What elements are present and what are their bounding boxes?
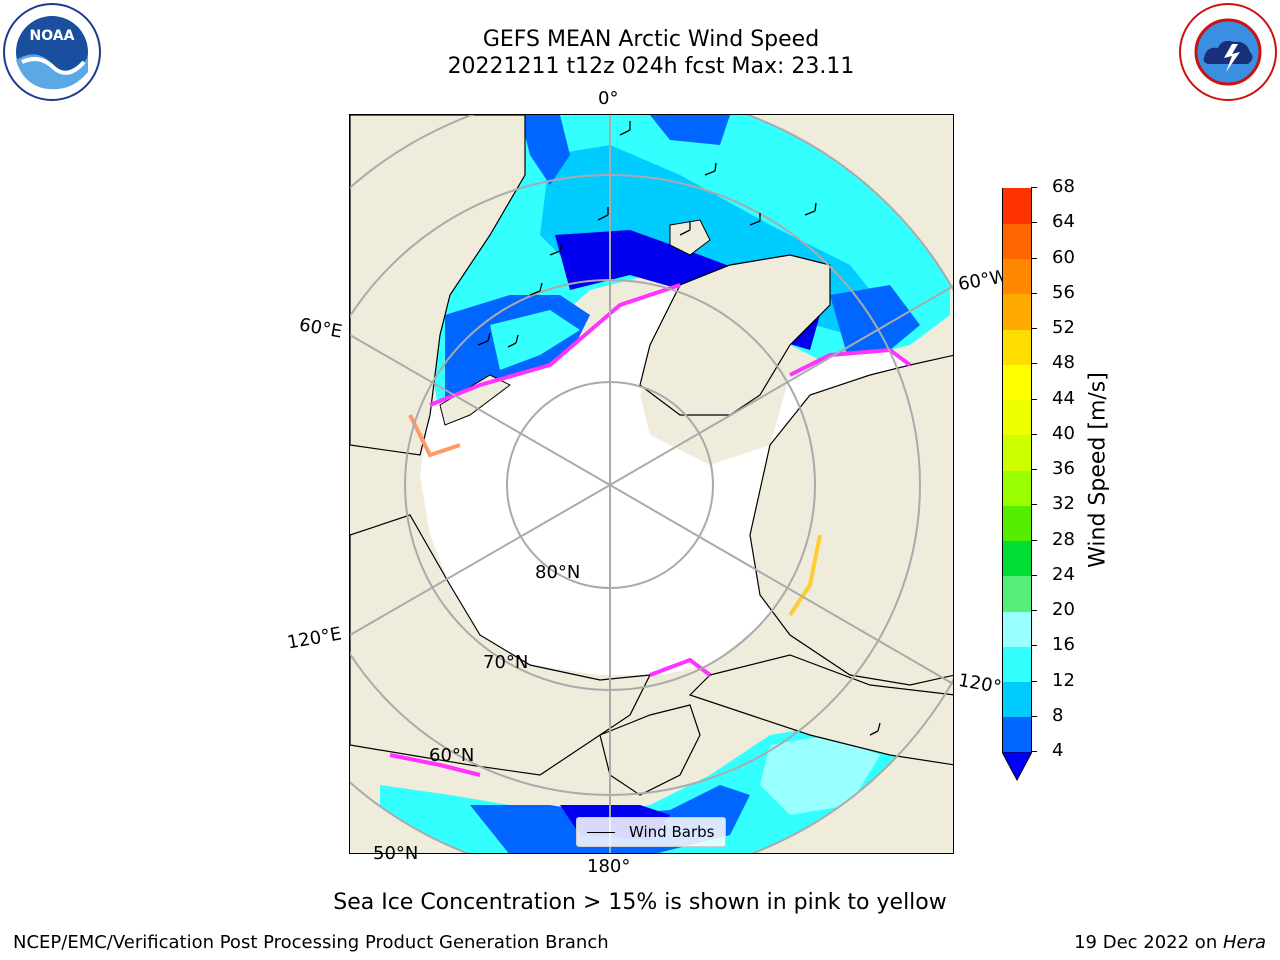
colorbar-tick-label: 36 — [1052, 458, 1075, 479]
footer-date: 19 Dec 2022 on Hera — [1074, 932, 1266, 953]
wind-barb-legend-line — [587, 832, 615, 833]
colorbar-tick-label: 52 — [1052, 317, 1075, 338]
colorbar-tick — [1031, 645, 1037, 647]
colorbar-tick — [1031, 469, 1037, 470]
colorbar-tick — [1031, 398, 1037, 400]
lon-label-120e: 120°E — [285, 623, 344, 654]
lon-label-60e: 60°E — [297, 314, 344, 343]
colorbar-segment — [1003, 611, 1031, 647]
footer-host: Hera — [1222, 932, 1266, 953]
lat-label-60n: 60°N — [429, 745, 475, 766]
colorbar-tick-label: 64 — [1052, 211, 1075, 233]
chart-subtitle: 20221211 t12z 024h fcst Max: 23.11 — [447, 54, 855, 79]
colorbar-segment — [1003, 364, 1031, 400]
lon-label-180: 180° — [587, 856, 631, 877]
colorbar-under-arrow — [1002, 752, 1032, 782]
colorbar-segment — [1003, 293, 1031, 330]
colorbar-segment — [1003, 540, 1031, 577]
colorbar-tick-label: 44 — [1052, 387, 1075, 409]
sea-ice-note: Sea Ice Concentration > 15% is shown in … — [333, 890, 947, 915]
lon-label-0: 0° — [598, 88, 619, 109]
map-canvas — [350, 115, 953, 853]
footer-credit: NCEP/EMC/Verification Post Processing Pr… — [13, 932, 609, 953]
legend-label: Wind Barbs — [629, 823, 715, 841]
land-alaska — [688, 654, 953, 766]
colorbar-tick — [1031, 363, 1037, 365]
colorbar-segment — [1003, 188, 1031, 224]
land-scandinavia-russia — [350, 115, 526, 456]
colorbar-segment — [1003, 681, 1031, 718]
colorbar-segment — [1003, 223, 1031, 259]
colorbar-tick — [1031, 715, 1037, 717]
colorbar-tick-label: 20 — [1052, 599, 1075, 620]
colorbar-segment — [1003, 575, 1031, 612]
colorbar-tick-label: 40 — [1052, 422, 1075, 444]
colorbar-tick-label: 56 — [1052, 281, 1075, 303]
footer-date-text: 19 Dec 2022 on — [1074, 932, 1223, 953]
graticule — [350, 115, 953, 853]
land-siberia — [350, 514, 652, 776]
colorbar-tick — [1031, 751, 1037, 752]
colorbar-tick-label: 16 — [1052, 634, 1075, 656]
noaa-logo: NOAA — [3, 3, 101, 101]
colorbar-tick-label: 8 — [1052, 704, 1064, 726]
svg-text:NOAA: NOAA — [30, 28, 75, 44]
colorbar-label: Wind Speed [m/s] — [1085, 372, 1111, 568]
colorbar-segment — [1003, 329, 1031, 365]
colorbar-segment — [1003, 646, 1031, 682]
colorbar-tick — [1031, 504, 1037, 506]
colorbar — [1002, 188, 1032, 753]
colorbar-segment — [1003, 470, 1031, 506]
colorbar-tick-label: 32 — [1052, 493, 1075, 515]
colorbar-segment — [1003, 716, 1031, 753]
colorbar-tick-label: 24 — [1052, 563, 1075, 585]
lat-label-50n: 50°N — [373, 843, 419, 864]
colorbar-segment — [1003, 399, 1031, 436]
land-kamchatka — [599, 704, 701, 796]
colorbar-tick-label: 28 — [1052, 528, 1075, 550]
land-novaya-zemlya — [439, 374, 511, 426]
land-canada — [749, 354, 953, 686]
colorbar-tick — [1031, 292, 1037, 294]
wind-barbs — [477, 121, 881, 736]
lat-label-80n: 80°N — [535, 562, 581, 583]
colorbar-tick — [1031, 433, 1037, 435]
land-svalbard — [669, 219, 711, 256]
colorbar-tick — [1031, 257, 1037, 259]
colorbar-tick — [1031, 539, 1037, 541]
colorbar-segment — [1003, 258, 1031, 295]
national-weather-service-logo — [1178, 2, 1278, 102]
colorbar-segment — [1003, 505, 1031, 541]
colorbar-tick-label: 68 — [1052, 176, 1075, 197]
colorbar-tick-label: 12 — [1052, 669, 1075, 691]
colorbar-tick — [1031, 680, 1037, 682]
map-legend: Wind Barbs — [576, 817, 726, 847]
colorbar-tick — [1031, 328, 1037, 329]
lat-label-70n: 70°N — [483, 652, 529, 673]
colorbar-tick-label: 4 — [1052, 740, 1064, 761]
colorbar-tick — [1031, 222, 1037, 224]
colorbar-tick-label: 48 — [1052, 352, 1075, 374]
colorbar-tick — [1031, 187, 1037, 188]
polar-map — [349, 114, 954, 854]
sea-ice-edge — [389, 283, 912, 777]
colorbar-tick — [1031, 610, 1037, 611]
colorbar-tick — [1031, 574, 1037, 576]
colorbar-tick-label: 60 — [1052, 246, 1075, 268]
chart-title: GEFS MEAN Arctic Wind Speed — [482, 27, 820, 52]
colorbar-segment — [1003, 434, 1031, 471]
